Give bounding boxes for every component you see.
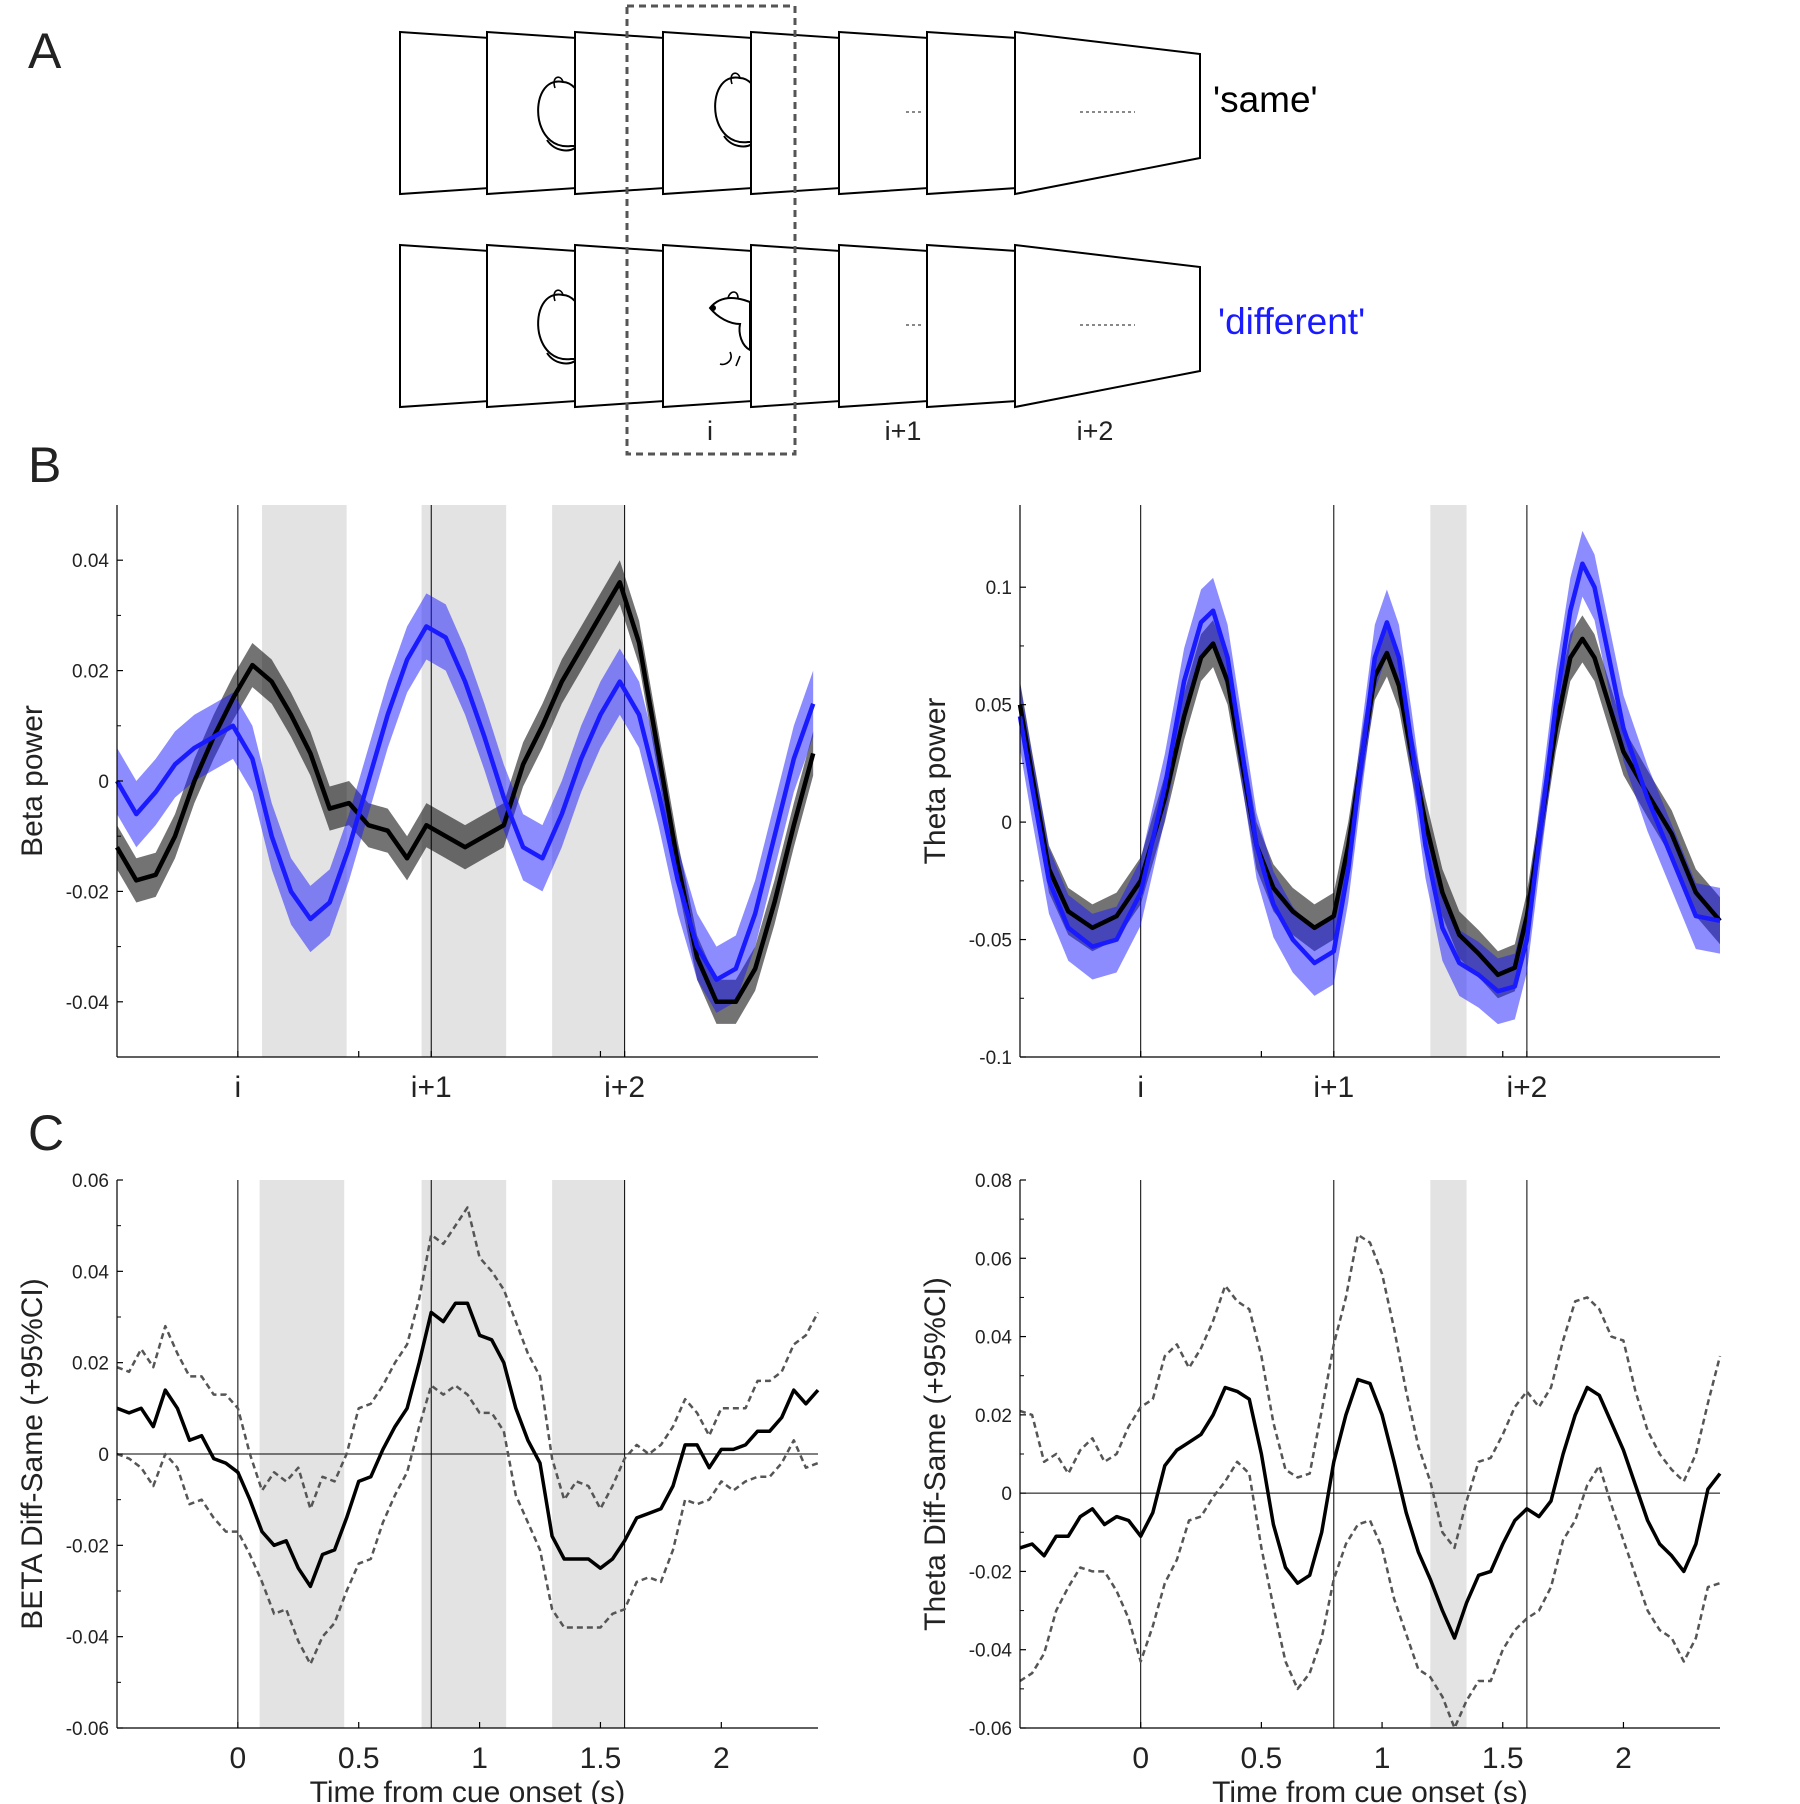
- position-label-i-plus-2: i+2: [1077, 416, 1114, 446]
- y-tick-label: 0.02: [72, 1354, 109, 1375]
- y-tick-label: 0.06: [975, 1249, 1012, 1270]
- rabbit-drawing: [537, 76, 576, 152]
- y-tick-label: 0.08: [975, 1171, 1012, 1192]
- frame: [574, 243, 666, 409]
- series-line-ci-lower: [116, 1384, 819, 1666]
- frame: [838, 30, 930, 196]
- x-tick-label: i: [1137, 1071, 1144, 1104]
- y-tick-label: 0: [1001, 813, 1012, 834]
- rat-drawing: [708, 291, 751, 367]
- frame: [574, 30, 666, 196]
- x-tick-label: i+2: [1506, 1071, 1547, 1104]
- y-axis-label: Beta power: [16, 705, 49, 857]
- frame: [399, 243, 491, 409]
- y-tick-label: -0.04: [969, 1641, 1013, 1662]
- y-tick-label: 0.04: [72, 1262, 109, 1283]
- y-tick-label: 0.05: [975, 696, 1012, 717]
- x-tick-label: 2: [713, 1742, 730, 1775]
- frame: [926, 243, 1018, 409]
- frame: [399, 30, 491, 196]
- x-tick-label: i+2: [604, 1071, 645, 1104]
- y-tick-label: 0.06: [72, 1171, 109, 1192]
- panel-letter-c: C: [28, 1105, 64, 1161]
- series-line-diff: [1019, 1377, 1722, 1640]
- series-line-ci-upper: [116, 1206, 820, 1511]
- y-tick-label: -0.06: [969, 1719, 1012, 1740]
- position-label-i-plus-1: i+1: [885, 416, 922, 446]
- y-tick-label: 0.1: [986, 578, 1012, 599]
- significance-window: [262, 505, 347, 1057]
- series-line-diff: [116, 1301, 820, 1589]
- y-tick-label: 0: [1001, 1484, 1012, 1505]
- y-tick-label: -0.06: [66, 1719, 109, 1740]
- y-axis-label: Theta power: [919, 698, 952, 865]
- x-tick-label: 0.5: [1241, 1742, 1283, 1775]
- series-line-different: [1017, 561, 1721, 994]
- frame: [838, 243, 930, 409]
- x-tick-label: 1: [471, 1742, 488, 1775]
- stimulus-sequence-same: [399, 30, 1201, 196]
- frame: [926, 30, 1018, 196]
- beta-diff-chart: -0.06 -0.04 -0.02 0 0.02 0.04 0.06 0 0.5 1 1.5 2 BET…: [16, 1171, 820, 1804]
- series-line-ci-lower: [1019, 1460, 1721, 1730]
- x-tick-label: i+1: [411, 1071, 452, 1104]
- beta-power-chart: -0.04 -0.02 0 0.02 0.04 i i+1 i+2 Beta power: [16, 505, 818, 1104]
- y-tick-label: -0.05: [969, 931, 1012, 952]
- stimulus-sequence-different: [399, 243, 1201, 409]
- y-tick-label: -0.02: [66, 1536, 109, 1557]
- y-tick-label: 0.04: [975, 1328, 1012, 1349]
- theta-diff-chart: -0.06 -0.04 -0.02 0 0.02 0.04 0.06 0.08 0 0.5 1 1.5…: [919, 1171, 1722, 1804]
- series-line-different: [115, 624, 816, 982]
- x-tick-label: 1.5: [1482, 1742, 1524, 1775]
- x-tick-label: 0: [230, 1742, 247, 1775]
- x-tick-label: 1.5: [580, 1742, 622, 1775]
- y-tick-label: -0.02: [66, 882, 109, 903]
- error-band-different: [1020, 530, 1720, 1025]
- y-tick-label: 0.04: [72, 551, 109, 572]
- frame: [1014, 30, 1201, 196]
- panel-letter-b: B: [28, 437, 61, 493]
- position-label-i: i: [707, 416, 713, 446]
- y-axis-label: BETA Diff-Same (+95%CI): [16, 1278, 49, 1630]
- series-line-ci-upper: [1019, 1233, 1722, 1550]
- x-tick-label: 2: [1615, 1742, 1632, 1775]
- rabbit-drawing: [537, 289, 576, 365]
- label-same: 'same': [1213, 79, 1318, 120]
- panel-letter-a: A: [28, 23, 62, 79]
- x-tick-label: i+1: [1313, 1071, 1354, 1104]
- y-tick-label: -0.04: [66, 993, 110, 1014]
- error-band-different: [117, 593, 814, 1013]
- significance-window: [1430, 1180, 1467, 1728]
- frame: [1014, 243, 1201, 409]
- x-tick-label: 0: [1132, 1742, 1149, 1775]
- y-tick-label: 0: [98, 1445, 109, 1466]
- x-tick-label: 1: [1374, 1742, 1391, 1775]
- y-tick-label: -0.1: [979, 1048, 1012, 1069]
- x-axis-label: Time from cue onset (s): [310, 1776, 626, 1804]
- focus-box: [625, 4, 797, 456]
- y-tick-label: -0.02: [969, 1562, 1012, 1583]
- x-axis-label: Time from cue onset (s): [1212, 1776, 1528, 1804]
- y-axis-label: Theta Diff-Same (+95%CI): [919, 1277, 952, 1631]
- series-line-same: [115, 580, 816, 1005]
- x-tick-label: i: [235, 1071, 242, 1104]
- y-tick-label: 0: [98, 772, 109, 793]
- y-tick-label: 0.02: [975, 1406, 1012, 1427]
- x-tick-label: 0.5: [338, 1742, 380, 1775]
- theta-power-chart: -0.1 -0.05 0 0.05 0.1 i i+1 i+2 Theta power: [919, 505, 1722, 1104]
- y-tick-label: 0.02: [72, 662, 109, 683]
- y-tick-label: -0.04: [66, 1628, 110, 1649]
- label-different: 'different': [1218, 301, 1365, 342]
